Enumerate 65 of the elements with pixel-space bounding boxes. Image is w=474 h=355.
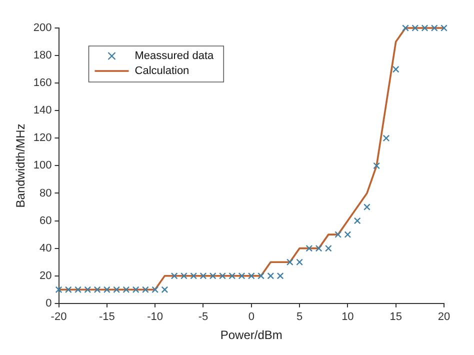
point [180, 272, 188, 280]
point [142, 286, 149, 294]
point [84, 286, 92, 294]
point [132, 286, 140, 294]
point [94, 286, 101, 294]
y-tick-label: 180 [33, 50, 52, 62]
y-tick-label: 200 [33, 22, 52, 34]
point [315, 244, 322, 252]
legend-label: Meassured data [134, 50, 215, 62]
point [103, 286, 110, 294]
point [286, 258, 294, 266]
point [55, 286, 62, 294]
point [74, 286, 82, 294]
point [152, 286, 158, 294]
x-tick-label: 20 [438, 311, 450, 324]
point [421, 24, 428, 32]
point [354, 217, 361, 224]
point [276, 272, 284, 280]
point [190, 272, 198, 280]
point [344, 231, 352, 238]
point [200, 272, 207, 280]
x-tick-label: -5 [198, 311, 208, 324]
y-tick-label: 80 [40, 187, 52, 200]
y-tick-label: 0 [46, 297, 52, 310]
y-tick-label: 140 [33, 104, 52, 117]
y-tick-label: 60 [40, 214, 52, 227]
x-tick-label: -20 [50, 311, 67, 324]
x-tick-label: 15 [390, 311, 402, 324]
point [238, 272, 246, 280]
point [296, 258, 303, 266]
y-tick-label: 160 [33, 77, 52, 90]
point [161, 286, 168, 294]
y-tick-label: 120 [33, 132, 52, 144]
point [325, 244, 332, 252]
point [440, 24, 448, 32]
x-tick-label: 0 [248, 311, 254, 324]
y-tick-label: 100 [33, 160, 52, 172]
x-tick-label: -10 [147, 311, 164, 324]
point [248, 272, 255, 280]
y-axis-title: Bandwidth/MHz [14, 124, 28, 208]
point [364, 204, 370, 210]
x-tick-label: -15 [98, 311, 115, 324]
legend-label: Calculation [134, 65, 190, 78]
y-tick-label: 40 [40, 242, 52, 254]
point [334, 231, 342, 238]
point [392, 66, 400, 73]
x-tick-label: 10 [342, 311, 354, 324]
point [170, 272, 178, 280]
point [412, 24, 419, 32]
point [209, 272, 216, 280]
point [228, 272, 236, 280]
x-tick-label: 5 [296, 311, 303, 324]
point [402, 24, 409, 32]
point [122, 286, 130, 294]
point [267, 272, 274, 280]
point [430, 24, 438, 32]
point [219, 272, 226, 280]
point [382, 134, 390, 142]
point [64, 286, 72, 294]
point [113, 286, 120, 294]
point [258, 272, 264, 280]
point [373, 162, 380, 170]
x-axis-title: Power/dBm [220, 328, 282, 342]
y-tick-label: 20 [40, 270, 52, 282]
point [306, 244, 313, 252]
